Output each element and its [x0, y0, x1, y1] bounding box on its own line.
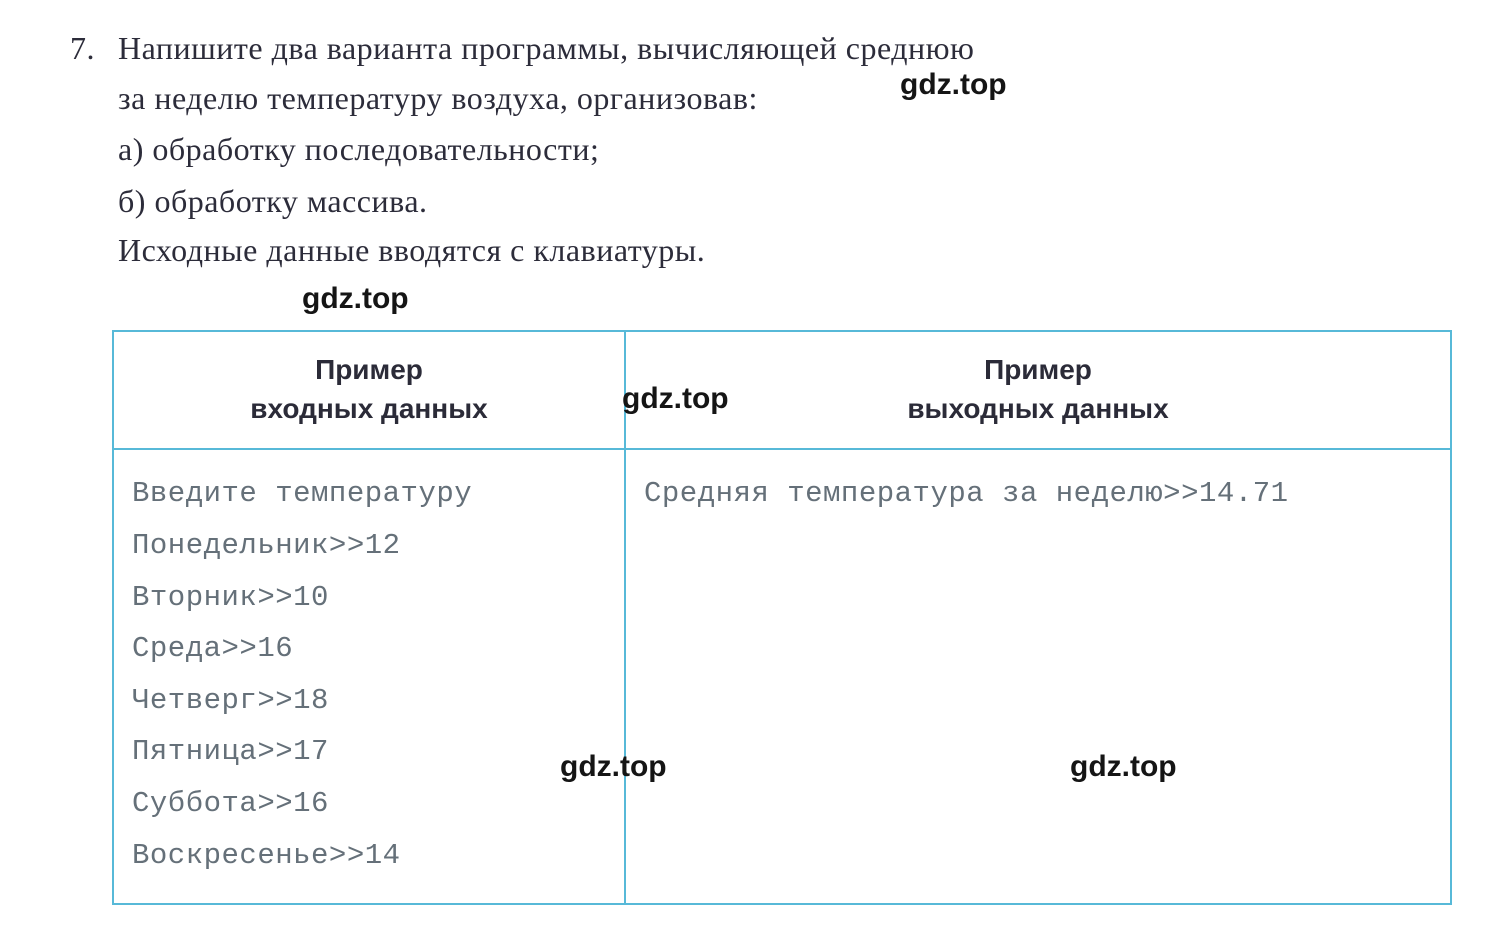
- problem-number: 7.: [70, 24, 104, 74]
- table-output-cell: Средняя температура за неделю>>14.71: [626, 450, 1450, 903]
- input-line: Введите температуру: [132, 468, 606, 520]
- table-header-line: входных данных: [124, 389, 614, 428]
- input-line: Вторник>>10: [132, 572, 606, 624]
- input-line: Понедельник>>12: [132, 520, 606, 572]
- io-table: Пример входных данных Пример выходных да…: [112, 330, 1452, 905]
- watermark: gdz.top: [302, 284, 409, 314]
- table-header-line: выходных данных: [636, 389, 1440, 428]
- problem-block: 7. Напишите два варианта программы, вычи…: [70, 24, 1429, 276]
- problem-sub-a: а) обработку последовательности;: [118, 125, 1429, 175]
- table-header-output: Пример выходных данных: [626, 332, 1450, 450]
- problem-sub-b: б) обработку массива.: [118, 177, 1429, 227]
- watermark: gdz.top: [1070, 752, 1177, 782]
- problem-body: Напишите два варианта программы, вычисля…: [118, 24, 1429, 276]
- input-line: Суббота>>16: [132, 778, 606, 830]
- problem-text-line: Исходные данные вводятся с клавиатуры.: [118, 226, 1429, 276]
- problem-text-line: Напишите два варианта программы, вычисля…: [118, 24, 1429, 74]
- page: gdz.top gdz.top gdz.top gdz.top gdz.top …: [0, 0, 1489, 945]
- table-header-input: Пример входных данных: [114, 332, 626, 450]
- input-line: Пятница>>17: [132, 726, 606, 778]
- table-header-line: Пример: [636, 350, 1440, 389]
- table-input-cell: Введите температуру Понедельник>>12 Втор…: [114, 450, 626, 903]
- watermark: gdz.top: [622, 384, 729, 414]
- table-header-line: Пример: [124, 350, 614, 389]
- watermark: gdz.top: [560, 752, 667, 782]
- input-line: Четверг>>18: [132, 675, 606, 727]
- problem-text-line: за неделю температуру воздуха, организов…: [118, 74, 1429, 124]
- output-line: Средняя температура за неделю>>14.71: [644, 468, 1432, 520]
- table-body-row: Введите температуру Понедельник>>12 Втор…: [114, 450, 1450, 903]
- table-header-row: Пример входных данных Пример выходных да…: [114, 332, 1450, 450]
- input-line: Среда>>16: [132, 623, 606, 675]
- watermark: gdz.top: [900, 70, 1007, 100]
- input-line: Воскресенье>>14: [132, 830, 606, 882]
